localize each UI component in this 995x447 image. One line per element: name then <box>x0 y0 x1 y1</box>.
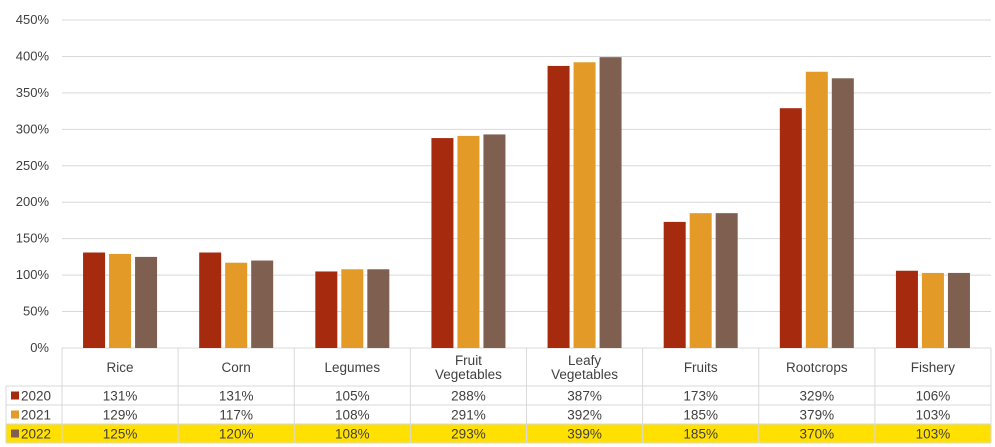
data-label: 125% <box>103 427 138 442</box>
y-tick-label: 200% <box>16 194 50 209</box>
data-label: 392% <box>567 408 602 423</box>
data-label: 117% <box>219 408 253 423</box>
bar-2022 <box>483 134 506 348</box>
category-label-line: Rootcrops <box>786 360 848 375</box>
data-label: 387% <box>567 389 602 404</box>
bar-2021 <box>689 213 712 348</box>
data-label: 103% <box>916 408 951 423</box>
category-label-line: Vegetables <box>435 367 502 382</box>
bar-2021 <box>341 269 364 348</box>
legend-label: 2022 <box>21 427 51 442</box>
category-label-line: Legumes <box>325 360 381 375</box>
data-label: 105% <box>335 389 370 404</box>
bar-2021 <box>573 62 596 349</box>
highlight-row <box>6 424 991 443</box>
category-label: Fruit Vegetables <box>435 353 502 382</box>
bar-2021 <box>921 272 944 348</box>
data-label: 185% <box>683 408 718 423</box>
legend-key-2022 <box>11 429 19 438</box>
bar-2020 <box>315 271 338 348</box>
category-label-line: Vegetables <box>551 367 618 382</box>
data-label: 173% <box>683 389 718 404</box>
data-label: 399% <box>567 427 602 442</box>
bar-2020 <box>547 65 570 349</box>
data-label: 131% <box>219 389 254 404</box>
bars <box>83 57 970 349</box>
bar-2022 <box>831 78 854 349</box>
y-tick-label: 300% <box>16 121 50 136</box>
category-label-line: Leafy <box>568 353 601 368</box>
data-label: 120% <box>219 427 254 442</box>
y-tick-label: 100% <box>16 267 50 282</box>
y-tick-label: 0% <box>30 340 49 355</box>
bar-2022 <box>715 213 738 348</box>
data-label: 185% <box>683 427 718 442</box>
data-label: 291% <box>451 408 486 423</box>
data-label: 108% <box>335 408 370 423</box>
category-label: Rice <box>107 360 134 375</box>
data-label: 288% <box>451 389 486 404</box>
bar-2021 <box>225 262 248 348</box>
category-label-line: Fruits <box>684 360 718 375</box>
bar-2020 <box>779 108 802 348</box>
bar-2020 <box>431 138 454 348</box>
legend-label: 2021 <box>21 408 51 423</box>
y-axis: 0% 50% 100% 150% 200% 250% 300% 350% 400% 450% <box>16 12 50 355</box>
bar-2020 <box>895 270 918 348</box>
category-label: Legumes <box>325 360 381 375</box>
category-label: Fishery <box>911 360 956 375</box>
bar-2020 <box>83 252 106 348</box>
y-tick-label: 150% <box>16 231 50 246</box>
data-label: 129% <box>103 408 138 423</box>
category-label-line: Fruit <box>455 353 482 368</box>
bar-2020 <box>663 221 686 348</box>
y-tick-label: 400% <box>16 48 50 63</box>
legend-key-2021 <box>11 410 19 419</box>
bar-2022 <box>367 269 390 348</box>
bar-2021 <box>805 71 828 349</box>
y-tick-label: 250% <box>16 158 50 173</box>
bar-2022 <box>947 272 970 348</box>
y-tick-label: 450% <box>16 12 50 27</box>
legend-label: 2020 <box>21 389 51 404</box>
y-tick-label: 350% <box>16 85 50 100</box>
data-label: 379% <box>800 408 835 423</box>
data-label: 131% <box>103 389 138 404</box>
category-label: Corn <box>222 360 251 375</box>
data-label: 370% <box>800 427 835 442</box>
bar-2022 <box>135 256 158 348</box>
y-tick-label: 50% <box>23 304 49 319</box>
data-label: 293% <box>451 427 486 442</box>
data-label: 103% <box>916 427 951 442</box>
bar-2021 <box>457 135 480 348</box>
data-label: 108% <box>335 427 370 442</box>
legend-key-2020 <box>11 391 19 400</box>
category-label: Fruits <box>684 360 718 375</box>
category-label: Rootcrops <box>786 360 848 375</box>
category-label-line: Fishery <box>911 360 956 375</box>
bar-2020 <box>199 252 222 348</box>
bar-2021 <box>109 253 132 348</box>
bar-2022 <box>251 260 274 348</box>
data-label: 329% <box>800 389 835 404</box>
bar-2022 <box>599 57 622 348</box>
data-label: 106% <box>916 389 951 404</box>
category-label: Leafy Vegetables <box>551 353 618 382</box>
category-label-line: Corn <box>222 360 251 375</box>
category-label-line: Rice <box>107 360 134 375</box>
